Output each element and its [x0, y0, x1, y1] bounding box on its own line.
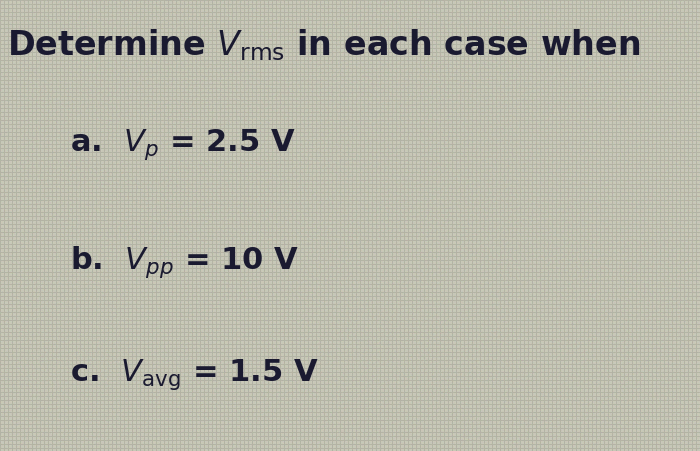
Text: a.  $V_{p}$ = 2.5 V: a. $V_{p}$ = 2.5 V	[70, 127, 295, 162]
Text: c.  $V_{\mathrm{avg}}$ = 1.5 V: c. $V_{\mathrm{avg}}$ = 1.5 V	[70, 357, 318, 392]
Text: Determine $V_{\rm rms}$ in each case when: Determine $V_{\rm rms}$ in each case whe…	[7, 27, 640, 63]
Text: b.  $V_{pp}$ = 10 V: b. $V_{pp}$ = 10 V	[70, 244, 299, 280]
